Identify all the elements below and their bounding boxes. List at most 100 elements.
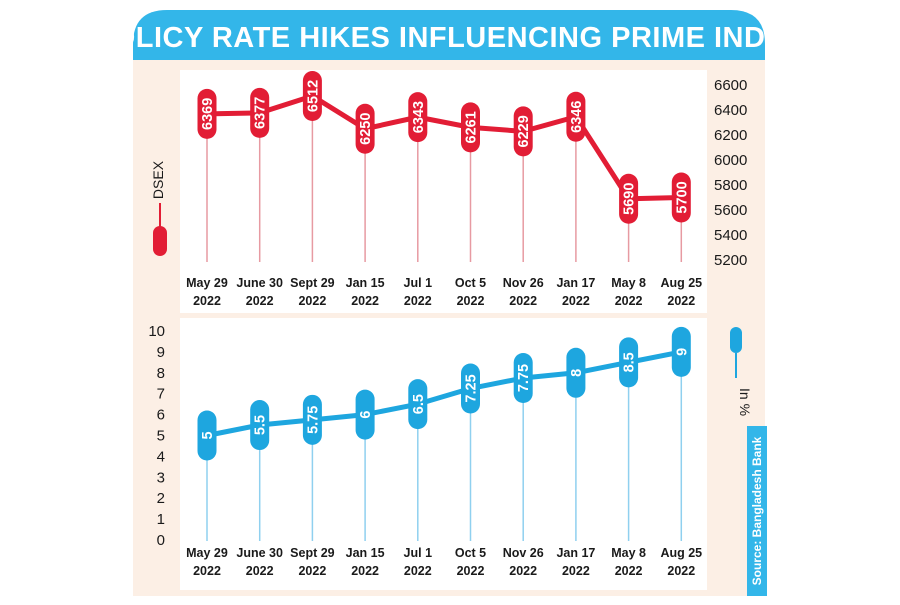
bot-x-tick-year: 2022 — [509, 564, 537, 578]
bot-x-tick: Jan 15 — [346, 546, 385, 560]
top-x-tick: Jul 1 — [404, 276, 433, 290]
top-data-label: 6343 — [411, 101, 427, 133]
top-data-point — [671, 172, 691, 223]
top-data-label: 5690 — [622, 183, 638, 215]
dsex-y-axis: 6600 6400 6200 6000 5800 5600 5400 5200 — [714, 77, 747, 269]
top-x-tick-year: 2022 — [562, 294, 590, 308]
top-data-point — [250, 87, 270, 138]
dsex-axis-label-group: DSEX — [150, 160, 167, 256]
dsex-x-axis: May 29 2022 June 30 2022 Sept 29 2022 Jan 15 20… — [186, 276, 702, 308]
top-data-label: 5700 — [674, 181, 690, 213]
top-series-line — [204, 93, 684, 202]
top-x-tick: Sept 29 — [290, 276, 335, 290]
bot-x-tick: Aug 25 — [660, 546, 702, 560]
bot-data-point — [461, 363, 480, 414]
top-y-tick: 6200 — [714, 127, 747, 144]
bot-x-tick-year: 2022 — [298, 564, 326, 578]
bot-x-tick-year: 2022 — [246, 564, 274, 578]
top-data-point — [197, 88, 217, 139]
bot-x-tick: Sept 29 — [290, 546, 335, 560]
chart-title: POLICY RATE HIKES INFLUENCING PRIME INDE… — [93, 22, 805, 54]
top-x-tick-year: 2022 — [298, 294, 326, 308]
bot-data-point — [302, 394, 322, 445]
bot-data-point — [566, 347, 586, 398]
bot-y-tick: 6 — [157, 407, 165, 424]
top-x-tick: May 8 — [611, 276, 646, 290]
bot-data-point — [513, 353, 533, 404]
bot-x-tick: May 8 — [611, 546, 646, 560]
bot-x-tick-year: 2022 — [193, 564, 221, 578]
bot-data-label: 8.5 — [622, 352, 638, 372]
top-data-label: 6512 — [305, 80, 321, 112]
top-x-tick: May 29 — [186, 276, 228, 290]
bot-y-tick: 3 — [157, 469, 165, 486]
top-data-point — [619, 173, 639, 224]
top-y-tick: 6600 — [714, 77, 747, 94]
bot-data-point — [671, 326, 691, 377]
bot-x-tick: May 29 — [186, 546, 228, 560]
title-banner — [133, 10, 765, 60]
top-x-tick-year: 2022 — [351, 294, 379, 308]
top-x-tick-year: 2022 — [457, 294, 485, 308]
rate-series: 5 5.5 5.75 6 6.5 7.25 7.75 8 8.5 9 — [197, 326, 691, 461]
top-x-tick-year: 2022 — [193, 294, 221, 308]
source-credit: Source: Bangladesh Bank — [750, 436, 764, 585]
top-data-point — [566, 91, 586, 142]
dsex-legend-pill — [153, 226, 167, 256]
dsex-series: 6369 6377 6512 6250 6343 6261 6229 6346 5690 5700 — [197, 71, 691, 224]
bot-x-tick-year: 2022 — [457, 564, 485, 578]
bot-data-label: 5 — [200, 431, 216, 439]
top-x-tick: Aug 25 — [660, 276, 702, 290]
top-data-label: 6229 — [516, 115, 532, 147]
top-y-tick: 6400 — [714, 102, 747, 119]
bot-x-tick-year: 2022 — [404, 564, 432, 578]
source-strip — [747, 426, 767, 596]
bot-y-tick: 8 — [157, 365, 165, 382]
bot-x-tick-year: 2022 — [351, 564, 379, 578]
top-data-label: 6369 — [200, 98, 216, 130]
rate-legend-pill — [730, 327, 742, 353]
top-data-point — [302, 71, 322, 121]
bot-data-label: 5.5 — [253, 415, 269, 435]
bot-x-tick: Oct 5 — [455, 546, 486, 560]
top-data-label: 6250 — [358, 113, 374, 145]
bot-x-tick: Nov 26 — [503, 546, 544, 560]
top-x-tick-year: 2022 — [246, 294, 274, 308]
top-data-label: 6377 — [253, 97, 269, 129]
dsex-axis-label: DSEX — [150, 160, 166, 199]
top-y-tick: 5800 — [714, 177, 747, 194]
bot-data-point — [408, 379, 428, 430]
rate-axis-label-group: In % — [730, 327, 753, 416]
bot-data-point — [250, 400, 270, 451]
top-x-tick: Nov 26 — [503, 276, 544, 290]
top-x-tick-year: 2022 — [509, 294, 537, 308]
top-x-tick-year: 2022 — [667, 294, 695, 308]
bot-series-line — [204, 349, 684, 438]
bot-data-label: 5.75 — [305, 406, 321, 434]
rate-x-axis: May 29 2022 June 30 2022 Sept 29 2022 Jan 15 20… — [186, 546, 702, 578]
bot-data-label: 6 — [358, 411, 374, 419]
top-data-point — [355, 103, 375, 154]
bot-data-label: 8 — [569, 369, 585, 377]
top-data-label: 6346 — [569, 101, 585, 133]
bot-x-tick: Jan 17 — [556, 546, 595, 560]
bot-y-tick: 1 — [157, 511, 165, 528]
bot-x-tick-year: 2022 — [562, 564, 590, 578]
bot-data-point — [197, 410, 217, 461]
bot-data-label: 7.75 — [516, 364, 532, 392]
bot-x-tick-year: 2022 — [667, 564, 695, 578]
bot-y-tick: 0 — [157, 532, 165, 549]
top-x-tick-year: 2022 — [615, 294, 643, 308]
bot-x-tick-year: 2022 — [615, 564, 643, 578]
top-x-tick: June 30 — [236, 276, 283, 290]
bot-data-label: 7.25 — [464, 374, 480, 402]
bot-data-point — [619, 337, 639, 388]
top-x-tick-year: 2022 — [404, 294, 432, 308]
top-x-tick: Jan 17 — [556, 276, 595, 290]
top-data-point — [461, 102, 480, 153]
bot-x-tick: June 30 — [236, 546, 283, 560]
bot-data-label: 9 — [674, 348, 690, 356]
